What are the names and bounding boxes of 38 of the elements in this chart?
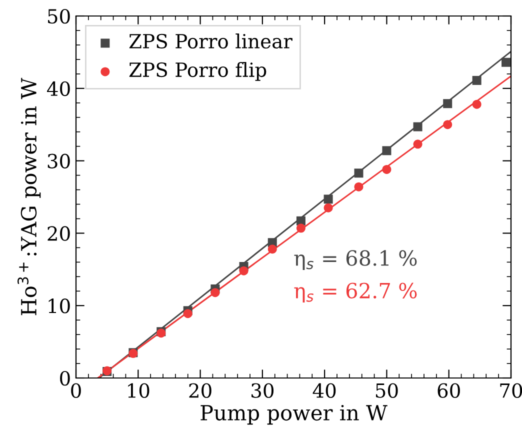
point	[502, 58, 511, 67]
y-tick-label: 10	[48, 298, 70, 314]
point	[324, 203, 333, 212]
point	[382, 146, 392, 156]
point	[354, 168, 364, 178]
point	[324, 194, 333, 204]
point	[239, 266, 248, 276]
x-tick-label: 10	[128, 383, 150, 398]
point	[472, 100, 482, 109]
y-axis-title: Ho$^{3+}$:YAG power in W	[18, 78, 41, 316]
y-tick-label: 30	[48, 154, 70, 168]
x-tick-label: 0	[71, 383, 81, 398]
x-tick-label: 20	[189, 383, 212, 398]
x-tick-label: 40	[312, 383, 336, 398]
point	[413, 140, 422, 149]
point	[443, 120, 452, 130]
y-tick-label: 40	[46, 81, 70, 96]
point	[443, 99, 452, 108]
point	[382, 164, 392, 174]
x-tick-label: 50	[376, 383, 398, 398]
x-axis-title: Pump power in W	[200, 404, 388, 425]
point	[472, 76, 482, 85]
annotation: η$_{s}$ = 62.7 %	[294, 282, 417, 303]
y-tick-label: 20	[48, 226, 70, 241]
x-tick-label: 60	[438, 383, 460, 398]
y-tick-label: 0	[60, 370, 70, 386]
legend-label: ZPS Porro flip	[129, 62, 266, 81]
x-tick-label: 70	[500, 383, 522, 398]
point	[354, 182, 364, 192]
point	[183, 309, 192, 318]
point	[296, 224, 306, 233]
annotation: η$_{s}$ = 68.1 %	[294, 250, 417, 270]
x-tick-label: 30	[252, 383, 274, 398]
point	[268, 244, 277, 254]
y-tick-label: 50	[48, 8, 70, 24]
point	[413, 122, 422, 132]
point	[210, 288, 220, 298]
legend-label: ZPS Porro linear	[129, 34, 292, 49]
